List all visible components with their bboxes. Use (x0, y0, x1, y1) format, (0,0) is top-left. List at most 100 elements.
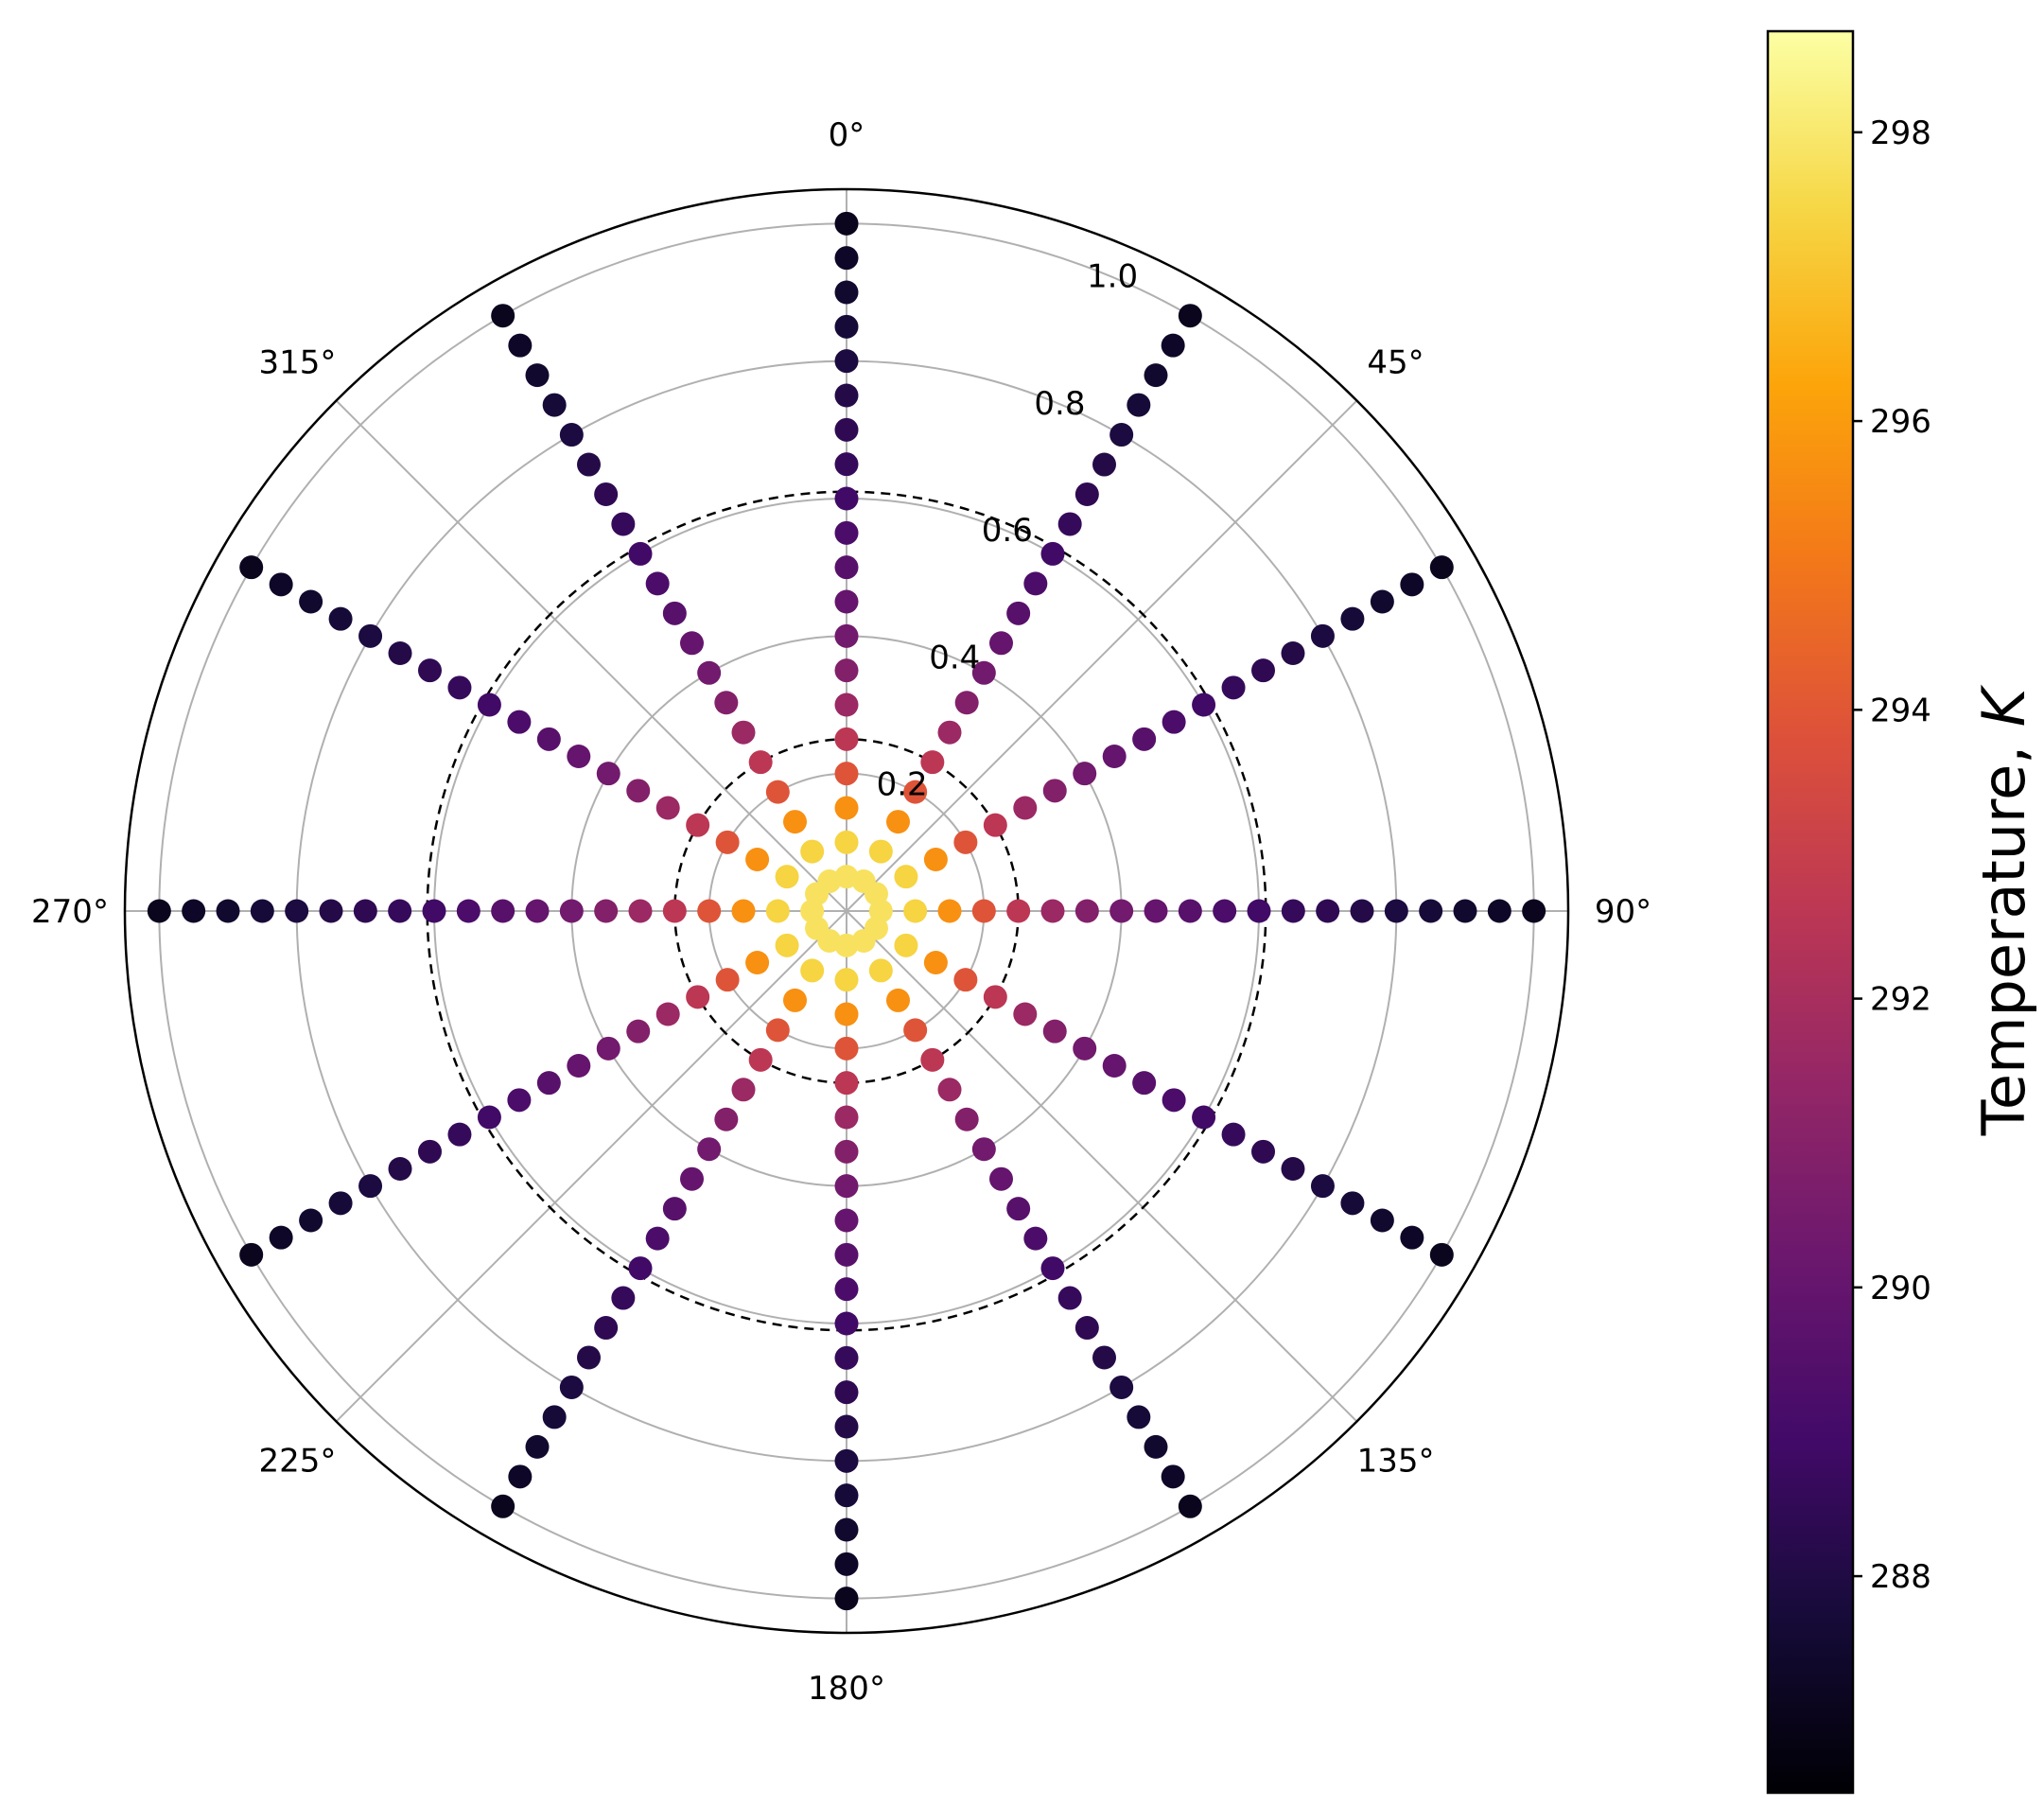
data-point (542, 393, 567, 417)
data-point (834, 349, 859, 374)
data-point (1109, 899, 1134, 923)
data-point (1127, 1405, 1151, 1429)
data-point (285, 899, 309, 923)
data-point (834, 1587, 859, 1611)
data-point (447, 1122, 472, 1147)
data-point (596, 762, 620, 786)
data-point (715, 830, 740, 854)
data-point (1384, 899, 1408, 923)
data-point (447, 675, 472, 700)
data-point (388, 641, 412, 665)
data-point (1400, 1225, 1424, 1250)
data-point (1074, 899, 1099, 923)
data-point (1178, 1494, 1202, 1518)
data-point (594, 899, 619, 923)
data-point (834, 1071, 859, 1096)
data-point (1340, 606, 1365, 631)
data-point (1192, 693, 1216, 717)
theta-tick-label: 90° (1595, 893, 1651, 931)
data-point (536, 1071, 561, 1096)
data-point (611, 1286, 636, 1310)
data-point (834, 1345, 859, 1370)
data-point (611, 512, 636, 536)
data-point (388, 899, 412, 923)
data-point (953, 830, 978, 854)
axis-labels: 0° 45° 90° 135° 180° 225° 270° 315° 0.2 0.4 0.6 0.8… (31, 116, 1651, 1708)
data-point (834, 968, 859, 992)
data-point (834, 1036, 859, 1061)
colorbar-tick-label: 298 (1870, 114, 1931, 152)
r-tick-label: 0.8 (1034, 385, 1085, 423)
data-point (715, 968, 740, 992)
data-point (542, 1405, 567, 1429)
data-point (834, 1311, 859, 1336)
data-point (662, 601, 687, 625)
data-point (239, 1242, 264, 1267)
data-point (1251, 1139, 1276, 1164)
data-point (731, 720, 756, 745)
data-point (147, 899, 171, 923)
data-point (417, 1139, 442, 1164)
data-point (1073, 1036, 1097, 1061)
data-point (1213, 899, 1237, 923)
data-point (765, 1018, 790, 1043)
data-point (731, 1078, 756, 1102)
data-point (937, 1078, 962, 1102)
data-point (1221, 1122, 1246, 1147)
data-point (626, 779, 651, 803)
data-point (1023, 571, 1048, 596)
data-point (1144, 363, 1168, 388)
data-point (783, 810, 807, 834)
data-point (1006, 899, 1031, 923)
data-point (1040, 541, 1065, 566)
data-point (697, 660, 722, 685)
data-point (1102, 1054, 1127, 1078)
data-point (1247, 899, 1271, 923)
data-point (182, 899, 206, 923)
data-point (834, 383, 859, 408)
data-point (783, 988, 807, 1012)
data-point (662, 899, 687, 923)
data-point (903, 780, 928, 804)
data-point (954, 691, 979, 715)
data-point (525, 899, 550, 923)
data-point (923, 848, 948, 871)
data-point (491, 899, 515, 923)
r-tick-label: 0.2 (877, 766, 928, 804)
data-point (937, 899, 962, 923)
theta-tick-label: 135° (1357, 1443, 1435, 1481)
data-point (714, 1107, 739, 1131)
data-point (834, 1105, 859, 1130)
data-point (1057, 512, 1082, 536)
data-point (594, 1316, 619, 1341)
data-point (491, 1494, 515, 1518)
data-point (239, 555, 264, 580)
data-point (299, 1208, 323, 1233)
colorbar-title: Temperature, K (1969, 684, 2038, 1136)
data-point (834, 520, 859, 545)
data-point (477, 1105, 501, 1130)
data-point (559, 899, 584, 923)
data-point (626, 1019, 651, 1043)
data-point (834, 658, 859, 683)
data-point (594, 482, 619, 506)
data-point (697, 899, 722, 923)
data-point (319, 899, 343, 923)
data-point (894, 933, 918, 957)
data-point (1419, 899, 1443, 923)
data-point (628, 1256, 653, 1281)
data-point (971, 899, 996, 923)
data-point (903, 1018, 928, 1043)
data-point (1162, 710, 1186, 734)
data-point (1161, 333, 1185, 358)
theta-tick-label: 270° (31, 893, 109, 931)
data-point (628, 541, 653, 566)
data-point (920, 750, 945, 775)
data-point (1310, 1174, 1335, 1199)
data-point (358, 1174, 383, 1199)
data-point (559, 423, 584, 447)
data-point (775, 933, 799, 957)
data-point (662, 1197, 687, 1221)
data-point (834, 1448, 859, 1473)
